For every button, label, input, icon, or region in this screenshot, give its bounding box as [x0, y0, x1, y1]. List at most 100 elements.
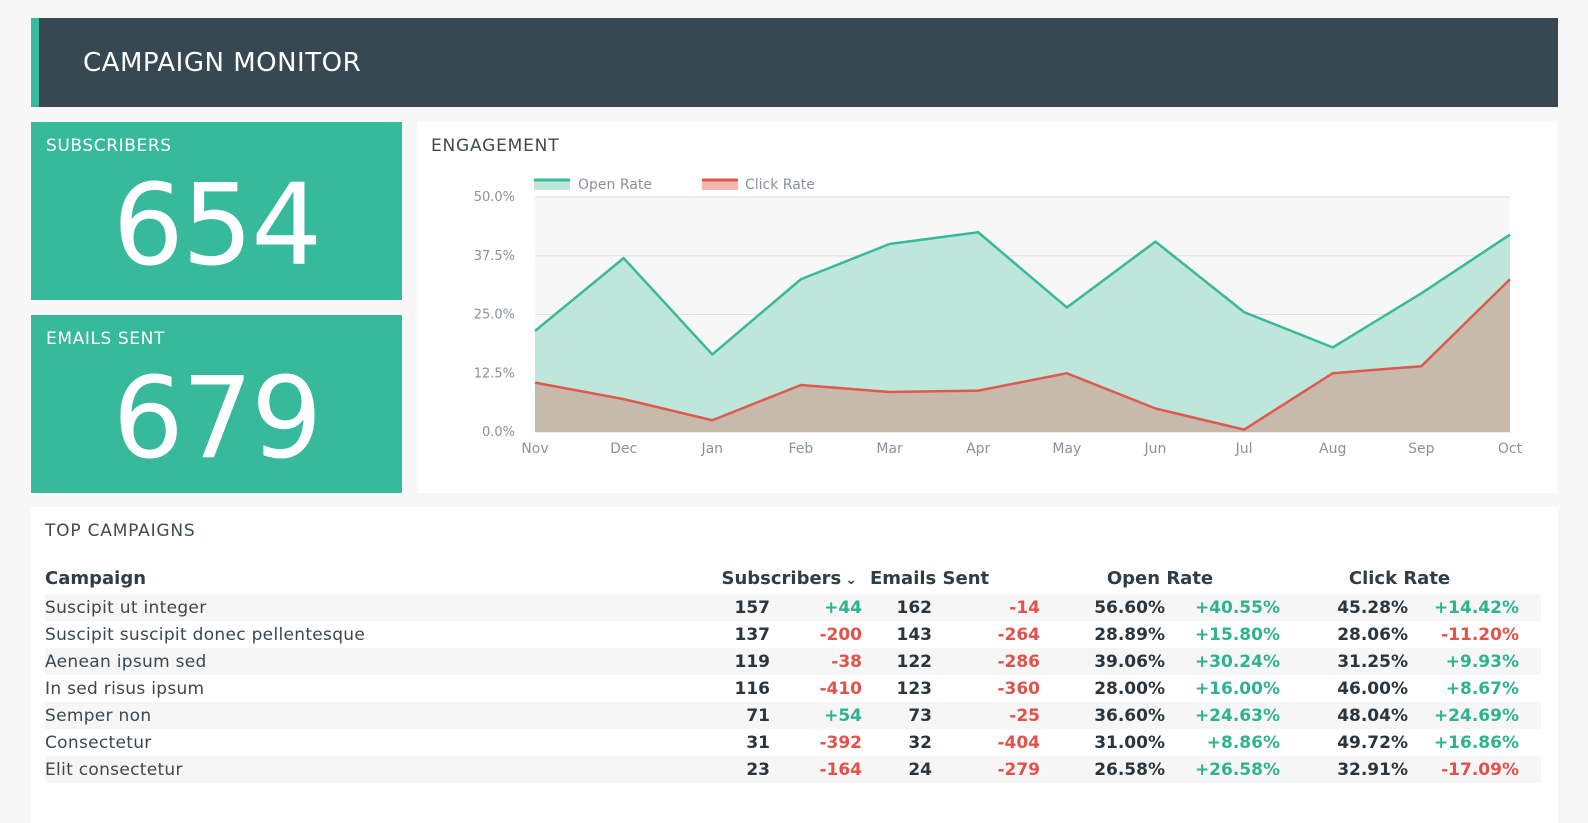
emails-sent-change-cell: -25: [932, 702, 1040, 729]
open-rate-change-cell: +40.55%: [1165, 594, 1280, 621]
subscribers-change-cell: +44: [770, 594, 862, 621]
emails-sent-cell: 73: [862, 702, 932, 729]
campaign-name-cell: Elit consectetur: [45, 756, 705, 783]
subscribers-change-cell: +54: [770, 702, 862, 729]
click-rate-legend-label: Click Rate: [745, 177, 815, 193]
x-tick-label: Sep: [1408, 441, 1435, 457]
click-rate-cell: 32.91%: [1280, 756, 1408, 783]
header-subscribers-label: Subscribers: [721, 567, 842, 589]
campaign-name-cell: In sed risus ipsum: [45, 678, 205, 699]
emails-sent-change-cell: -264: [997, 624, 1040, 645]
header-campaign[interactable]: Campaign: [45, 567, 147, 589]
emails-sent-cell: 32: [908, 732, 932, 753]
click-rate-line: [534, 278, 1511, 431]
subscribers-change-cell: -200: [819, 624, 862, 645]
open-rate-cell: 28.00%: [1094, 678, 1165, 699]
open-rate-legend-label: Open Rate: [578, 177, 652, 193]
click-rate-change-cell: +24.69%: [1408, 702, 1519, 729]
open-rate-cell: 39.06%: [1040, 648, 1165, 675]
open-rate-change-cell: +15.80%: [1194, 624, 1280, 645]
table-row[interactable]: Suscipit suscipit donec pellentesque 137 -…: [45, 621, 1541, 648]
subscribers-cell: 71: [705, 702, 770, 729]
table-header-row: Campaign Subscribers ⌄ Emails Sent Open R…: [45, 562, 1541, 594]
x-tick-label: Oct: [1498, 441, 1523, 457]
subscribers-change-cell: -164: [770, 756, 862, 783]
subscribers-cell: 23: [705, 756, 770, 783]
emails-sent-change-cell: -279: [932, 756, 1040, 783]
open-rate-change-cell: +24.63%: [1165, 702, 1280, 729]
open-rate-cell: 31.00%: [1094, 732, 1165, 753]
subscribers-cell: 157: [705, 594, 770, 621]
open-rate-change-cell: +30.24%: [1165, 648, 1280, 675]
click-rate-cell: 28.06%: [1337, 624, 1408, 645]
top-campaigns-panel: TOP CAMPAIGNS Campaign Subscribers ⌄ Emai…: [31, 507, 1558, 823]
x-tick-label: Aug: [1319, 441, 1346, 457]
subscribers-change-cell: -392: [819, 732, 862, 753]
campaign-name-cell: Aenean ipsum sed: [45, 648, 705, 675]
top-campaigns-title: TOP CAMPAIGNS: [45, 521, 196, 541]
x-tick-label: Feb: [789, 441, 814, 457]
click-rate-cell: 45.28%: [1280, 594, 1408, 621]
header-subscribers[interactable]: Subscribers ⌄: [705, 562, 862, 594]
x-tick-label: Dec: [610, 441, 637, 457]
emails-sent-change-cell: -404: [997, 732, 1040, 753]
x-tick-label: Nov: [521, 441, 548, 457]
subscribers-cell: 116: [734, 678, 771, 699]
engagement-title: ENGAGEMENT: [431, 136, 560, 156]
open-rate-cell: 56.60%: [1040, 594, 1165, 621]
table-row[interactable]: Aenean ipsum sed 119 -38 122 -286 39.06% +30.2…: [45, 648, 1541, 675]
subscribers-change-cell: -410: [819, 678, 862, 699]
click-rate-change-cell: +8.67%: [1445, 678, 1519, 699]
sort-chevron-down-icon: ⌄: [845, 571, 857, 588]
open-rate-legend-swatch: [534, 180, 570, 190]
x-tick-label: Jul: [1235, 441, 1253, 457]
click-rate-change-cell: +9.93%: [1408, 648, 1519, 675]
subscribers-cell: 137: [734, 624, 771, 645]
y-tick-label: 25.0%: [474, 308, 515, 323]
open-rate-cell: 36.60%: [1040, 702, 1165, 729]
emails-sent-change-cell: -14: [932, 594, 1040, 621]
header-emails-sent[interactable]: Emails Sent: [870, 567, 990, 589]
open-rate-change-cell: +8.86%: [1206, 732, 1280, 753]
subscribers-change-cell: -38: [770, 648, 862, 675]
emails-sent-change-cell: -286: [932, 648, 1040, 675]
click-rate-cell: 49.72%: [1337, 732, 1408, 753]
x-tick-label: May: [1052, 441, 1081, 457]
table-row[interactable]: Semper non 71 +54 73 -25 36.60% +24.63% 48.04% +…: [45, 702, 1541, 729]
x-tick-label: Jan: [700, 441, 723, 457]
page-header: CAMPAIGN MONITOR: [31, 18, 1558, 107]
click-rate-legend-swatch: [702, 180, 738, 190]
campaign-name-cell: Suscipit suscipit donec pellentesque: [45, 624, 366, 645]
click-rate-change-cell: -17.09%: [1408, 756, 1519, 783]
open-rate-area: [535, 232, 1510, 432]
emails-sent-change-cell: -360: [997, 678, 1040, 699]
y-tick-label: 0.0%: [482, 425, 515, 440]
table-row[interactable]: Suscipit ut integer 157 +44 162 -14 56.60% +40…: [45, 594, 1541, 621]
x-tick-label: Jun: [1144, 441, 1167, 457]
engagement-chart: 0.0% 12.5% 25.0% 37.5% 50.0% Nov Dec Jan Feb Mar A…: [474, 177, 1523, 457]
click-rate-change-cell: +14.42%: [1408, 594, 1519, 621]
x-tick-label: Mar: [876, 441, 903, 457]
header-open-rate[interactable]: Open Rate: [1106, 567, 1214, 589]
y-tick-label: 37.5%: [474, 249, 515, 264]
campaign-name-cell: Consectetur: [45, 732, 152, 753]
emails-sent-cell: 162: [862, 594, 932, 621]
open-rate-cell: 26.58%: [1040, 756, 1165, 783]
table-row[interactable]: In sed risus ipsum 116 -410 123 -360 28.00% +1…: [45, 675, 1541, 702]
header-click-rate[interactable]: Click Rate: [1348, 567, 1451, 589]
y-tick-label: 50.0%: [474, 190, 515, 205]
emails-sent-kpi-card: EMAILS SENT 679: [31, 315, 402, 493]
open-rate-change-cell: +26.58%: [1165, 756, 1280, 783]
table-row[interactable]: Consectetur 31 -392 32 -404 31.00% +8.86% 49.72…: [45, 729, 1541, 756]
emails-sent-cell: 143: [896, 624, 933, 645]
subscribers-cell: 31: [746, 732, 770, 753]
click-rate-cell: 46.00%: [1337, 678, 1408, 699]
click-rate-change-cell: -11.20%: [1441, 624, 1519, 645]
subscribers-kpi-label: SUBSCRIBERS: [46, 136, 172, 156]
table-row[interactable]: Elit consectetur 23 -164 24 -279 26.58% +26.58…: [45, 756, 1541, 783]
open-rate-cell: 28.89%: [1094, 624, 1165, 645]
x-tick-label: Apr: [966, 441, 990, 457]
emails-sent-cell: 122: [862, 648, 932, 675]
click-rate-cell: 31.25%: [1280, 648, 1408, 675]
y-tick-label: 12.5%: [474, 366, 515, 381]
